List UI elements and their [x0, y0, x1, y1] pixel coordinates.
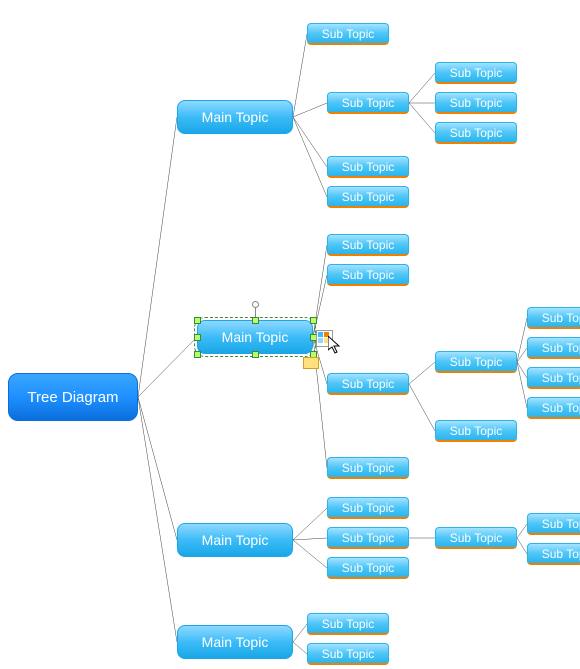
node-label: Sub Topic [342, 561, 394, 575]
node-label: Sub Topic [450, 96, 502, 110]
node-label: Main Topic [222, 329, 289, 345]
node-m2s3b[interactable]: Sub Topic [435, 420, 517, 442]
node-m2s4[interactable]: Sub Topic [327, 457, 409, 479]
node-label: Sub Topic [542, 371, 580, 385]
node-label: Sub Topic [342, 531, 394, 545]
node-m2s1[interactable]: Sub Topic [327, 234, 409, 256]
node-label: Sub Topic [342, 268, 394, 282]
node-label: Tree Diagram [27, 389, 118, 406]
node-m1s2[interactable]: Sub Topic [327, 92, 409, 114]
node-m2[interactable]: Main Topic [197, 320, 313, 354]
selection-handle[interactable] [252, 351, 259, 358]
node-m3s2a1[interactable]: Sub Topic [527, 513, 580, 535]
node-label: Sub Topic [342, 96, 394, 110]
rotation-handle[interactable] [252, 301, 259, 308]
node-label: Sub Topic [342, 190, 394, 204]
node-label: Main Topic [202, 532, 269, 548]
node-m2s3a[interactable]: Sub Topic [435, 351, 517, 373]
node-root[interactable]: Tree Diagram [8, 373, 138, 421]
node-m1[interactable]: Main Topic [177, 100, 293, 134]
node-label: Sub Topic [542, 341, 580, 355]
node-label: Sub Topic [542, 517, 580, 531]
selection-handle[interactable] [252, 317, 259, 324]
node-m1s3[interactable]: Sub Topic [327, 156, 409, 178]
node-m4[interactable]: Main Topic [177, 625, 293, 659]
node-m3s3[interactable]: Sub Topic [327, 557, 409, 579]
node-m2s3a3[interactable]: Sub Topic [527, 367, 580, 389]
node-label: Sub Topic [450, 355, 502, 369]
action-tag-icon[interactable] [303, 357, 319, 369]
node-label: Main Topic [202, 634, 269, 650]
node-label: Sub Topic [322, 27, 374, 41]
node-m4s2[interactable]: Sub Topic [307, 643, 389, 665]
node-label: Sub Topic [342, 238, 394, 252]
node-label: Sub Topic [542, 311, 580, 325]
node-label: Sub Topic [450, 126, 502, 140]
node-m3s1[interactable]: Sub Topic [327, 497, 409, 519]
node-m1s2c[interactable]: Sub Topic [435, 122, 517, 144]
node-m1s2b[interactable]: Sub Topic [435, 92, 517, 114]
node-m3s2[interactable]: Sub Topic [327, 527, 409, 549]
node-m3s2a2[interactable]: Sub Topic [527, 543, 580, 565]
node-m2s2[interactable]: Sub Topic [327, 264, 409, 286]
node-m2s3[interactable]: Sub Topic [327, 373, 409, 395]
node-label: Sub Topic [542, 547, 580, 561]
node-m3[interactable]: Main Topic [177, 523, 293, 557]
node-label: Sub Topic [342, 461, 394, 475]
node-label: Sub Topic [450, 424, 502, 438]
node-label: Sub Topic [322, 617, 374, 631]
node-m2s3a1[interactable]: Sub Topic [527, 307, 580, 329]
node-m4s1[interactable]: Sub Topic [307, 613, 389, 635]
node-m1s4[interactable]: Sub Topic [327, 186, 409, 208]
selection-handle[interactable] [194, 351, 201, 358]
selection-handle[interactable] [194, 317, 201, 324]
smart-tag-icon[interactable] [316, 330, 333, 347]
selection-handle[interactable] [194, 334, 201, 341]
node-label: Main Topic [202, 109, 269, 125]
node-label: Sub Topic [542, 401, 580, 415]
node-label: Sub Topic [322, 647, 374, 661]
node-m2s3a2[interactable]: Sub Topic [527, 337, 580, 359]
node-m3s2a[interactable]: Sub Topic [435, 527, 517, 549]
node-label: Sub Topic [342, 377, 394, 391]
node-m1s1[interactable]: Sub Topic [307, 23, 389, 45]
node-label: Sub Topic [450, 66, 502, 80]
selection-handle[interactable] [310, 317, 317, 324]
node-m1s2a[interactable]: Sub Topic [435, 62, 517, 84]
node-m2s3a4[interactable]: Sub Topic [527, 397, 580, 419]
node-label: Sub Topic [342, 160, 394, 174]
node-label: Sub Topic [450, 531, 502, 545]
node-label: Sub Topic [342, 501, 394, 515]
